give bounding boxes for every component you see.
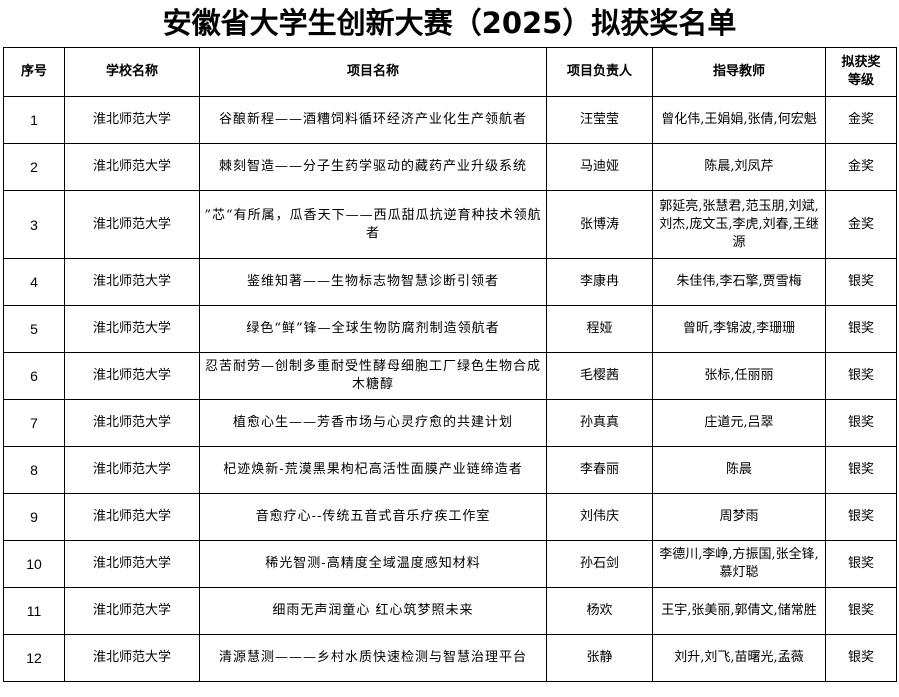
- leader-cell: 毛樱茜: [546, 352, 653, 400]
- award-cell: 银奖: [825, 446, 897, 494]
- award-list-table: 序号 学校名称 项目名称 项目负责人 指导教师 拟获奖等级 1 淮北师范大学 谷酿新…: [3, 47, 897, 682]
- award-cell: 银奖: [825, 305, 897, 353]
- header-school: 学校名称: [64, 47, 200, 97]
- table-row: 1 淮北师范大学 谷酿新程——酒糟饲料循环经济产业化生产领航者 汪莹莹 曾化伟,王娟娟,…: [3, 96, 897, 144]
- leader-cell: 李春丽: [546, 446, 653, 494]
- table-row: 7 淮北师范大学 植愈心生——芳香市场与心灵疗愈的共建计划 孙真真 庄道元,吕翠 银奖: [3, 399, 897, 447]
- number-cell: 9: [3, 493, 65, 541]
- advisors-cell: 曾昕,李锦波,李珊珊: [652, 305, 826, 353]
- page-title: 安徽省大学生创新大赛（2025）拟获奖名单: [162, 6, 737, 40]
- award-cell: 金奖: [825, 96, 897, 144]
- project-cell: 谷酿新程——酒糟饲料循环经济产业化生产领航者: [199, 96, 547, 144]
- table-row: 3 淮北师范大学 ”芯“有所属，瓜香天下——西瓜甜瓜抗逆育种技术领航者 张博涛 郭延亮,…: [3, 190, 897, 259]
- school-cell: 淮北师范大学: [64, 96, 200, 144]
- number-cell: 10: [3, 540, 65, 588]
- number-cell: 6: [3, 352, 65, 400]
- project-cell: 稀光智测-高精度全域温度感知材料: [199, 540, 547, 588]
- number-cell: 3: [3, 190, 65, 259]
- table-row: 2 淮北师范大学 棘刻智造——分子生药学驱动的藏药产业升级系统 马迪娅 陈晨,刘凤芹 金奖: [3, 143, 897, 191]
- header-advisors: 指导教师: [652, 47, 826, 97]
- number-cell: 1: [3, 96, 65, 144]
- advisors-cell: 周梦雨: [652, 493, 826, 541]
- school-cell: 淮北师范大学: [64, 305, 200, 353]
- leader-cell: 孙石剑: [546, 540, 653, 588]
- school-cell: 淮北师范大学: [64, 446, 200, 494]
- advisors-cell: 朱佳伟,李石擎,贾雪梅: [652, 258, 826, 306]
- leader-cell: 刘伟庆: [546, 493, 653, 541]
- award-cell: 银奖: [825, 540, 897, 588]
- leader-cell: 程娅: [546, 305, 653, 353]
- award-cell: 银奖: [825, 352, 897, 400]
- header-leader: 项目负责人: [546, 47, 653, 97]
- project-cell: 绿色“鲜”锋—全球生物防腐剂制造领航者: [199, 305, 547, 353]
- table-row: 10 淮北师范大学 稀光智测-高精度全域温度感知材料 孙石剑 李德川,李峥,方振国,张全…: [3, 540, 897, 588]
- school-cell: 淮北师范大学: [64, 190, 200, 259]
- advisors-cell: 庄道元,吕翠: [652, 399, 826, 447]
- school-cell: 淮北师范大学: [64, 143, 200, 191]
- number-cell: 5: [3, 305, 65, 353]
- advisors-cell: 李德川,李峥,方振国,张全锋,慕灯聪: [652, 540, 826, 588]
- number-cell: 7: [3, 399, 65, 447]
- school-cell: 淮北师范大学: [64, 634, 200, 682]
- number-cell: 11: [3, 587, 65, 635]
- school-cell: 淮北师范大学: [64, 352, 200, 400]
- advisors-cell: 张标,任丽丽: [652, 352, 826, 400]
- table-row: 12 淮北师范大学 清源慧测———乡村水质快速检测与智慧治理平台 张静 刘升,刘飞,苗曙…: [3, 634, 897, 682]
- advisors-cell: 王宇,张美丽,郭倩文,储常胜: [652, 587, 826, 635]
- number-cell: 12: [3, 634, 65, 682]
- school-cell: 淮北师范大学: [64, 587, 200, 635]
- advisors-cell: 曾化伟,王娟娟,张倩,何宏魁: [652, 96, 826, 144]
- advisors-cell: 陈晨,刘凤芹: [652, 143, 826, 191]
- project-cell: ”芯“有所属，瓜香天下——西瓜甜瓜抗逆育种技术领航者: [199, 190, 547, 259]
- project-cell: 棘刻智造——分子生药学驱动的藏药产业升级系统: [199, 143, 547, 191]
- table-row: 11 淮北师范大学 细雨无声润童心 红心筑梦照未来 杨欢 王宇,张美丽,郭倩文,储常胜银…: [3, 587, 897, 635]
- award-cell: 银奖: [825, 634, 897, 682]
- header-number: 序号: [3, 47, 65, 97]
- award-cell: 银奖: [825, 258, 897, 306]
- number-cell: 4: [3, 258, 65, 306]
- leader-cell: 张博涛: [546, 190, 653, 259]
- project-cell: 植愈心生——芳香市场与心灵疗愈的共建计划: [199, 399, 547, 447]
- table-row: 6 淮北师范大学 忍苦耐劳—创制多重耐受性酵母细胞工厂绿色生物合成木糖醇 毛樱茜 张标,…: [3, 352, 897, 400]
- table-header-row: 序号 学校名称 项目名称 项目负责人 指导教师 拟获奖等级: [3, 47, 897, 97]
- advisors-cell: 刘升,刘飞,苗曙光,孟薇: [652, 634, 826, 682]
- leader-cell: 马迪娅: [546, 143, 653, 191]
- school-cell: 淮北师范大学: [64, 540, 200, 588]
- award-cell: 银奖: [825, 399, 897, 447]
- award-cell: 银奖: [825, 493, 897, 541]
- table-row: 4 淮北师范大学 鉴维知著——生物标志物智慧诊断引领者 李康冉 朱佳伟,李石擎,贾雪梅银…: [3, 258, 897, 306]
- number-cell: 2: [3, 143, 65, 191]
- school-cell: 淮北师范大学: [64, 399, 200, 447]
- project-cell: 忍苦耐劳—创制多重耐受性酵母细胞工厂绿色生物合成木糖醇: [199, 352, 547, 400]
- table-row: 5 淮北师范大学 绿色“鲜”锋—全球生物防腐剂制造领航者 程娅 曾昕,李锦波,李珊珊 银奖: [3, 305, 897, 353]
- number-cell: 8: [3, 446, 65, 494]
- leader-cell: 张静: [546, 634, 653, 682]
- project-cell: 杞迹焕新-荒漠黑果枸杞高活性面膜产业链缔造者: [199, 446, 547, 494]
- project-cell: 鉴维知著——生物标志物智慧诊断引领者: [199, 258, 547, 306]
- school-cell: 淮北师范大学: [64, 258, 200, 306]
- award-cell: 银奖: [825, 587, 897, 635]
- header-project: 项目名称: [199, 47, 547, 97]
- advisors-cell: 郭延亮,张慧君,范玉朋,刘斌,刘杰,庞文玉,李虎,刘春,王继源: [652, 190, 826, 259]
- project-cell: 音愈疗心--传统五音式音乐疗疾工作室: [199, 493, 547, 541]
- leader-cell: 孙真真: [546, 399, 653, 447]
- school-cell: 淮北师范大学: [64, 493, 200, 541]
- award-cell: 金奖: [825, 143, 897, 191]
- project-cell: 细雨无声润童心 红心筑梦照未来: [199, 587, 547, 635]
- leader-cell: 杨欢: [546, 587, 653, 635]
- leader-cell: 李康冉: [546, 258, 653, 306]
- table-row: 8 淮北师范大学 杞迹焕新-荒漠黑果枸杞高活性面膜产业链缔造者 李春丽 陈晨 银奖: [3, 446, 897, 494]
- table-row: 9 淮北师范大学 音愈疗心--传统五音式音乐疗疾工作室 刘伟庆 周梦雨 银奖: [3, 493, 897, 541]
- project-cell: 清源慧测———乡村水质快速检测与智慧治理平台: [199, 634, 547, 682]
- advisors-cell: 陈晨: [652, 446, 826, 494]
- award-cell: 金奖: [825, 190, 897, 259]
- header-award: 拟获奖等级: [825, 47, 897, 97]
- leader-cell: 汪莹莹: [546, 96, 653, 144]
